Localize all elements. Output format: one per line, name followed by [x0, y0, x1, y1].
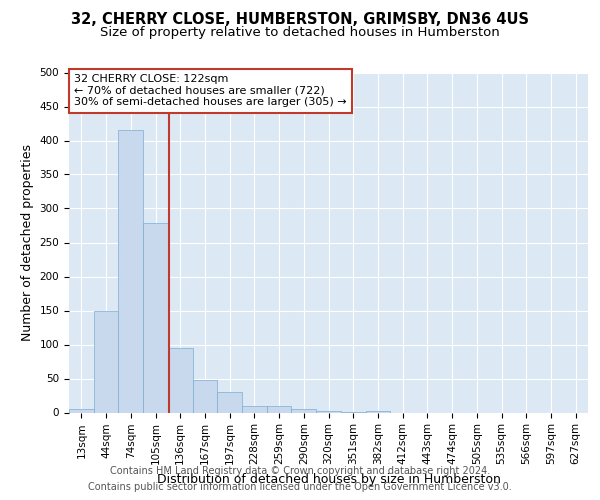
Text: 32, CHERRY CLOSE, HUMBERSTON, GRIMSBY, DN36 4US: 32, CHERRY CLOSE, HUMBERSTON, GRIMSBY, D…	[71, 12, 529, 28]
Bar	[118, 130, 143, 412]
Text: 32 CHERRY CLOSE: 122sqm
← 70% of detached houses are smaller (722)
30% of semi-d: 32 CHERRY CLOSE: 122sqm ← 70% of detache…	[74, 74, 347, 108]
Bar	[193, 380, 217, 412]
Text: Size of property relative to detached houses in Humberston: Size of property relative to detached ho…	[100, 26, 500, 39]
Bar	[267, 406, 292, 412]
Bar	[168, 348, 193, 412]
Text: Contains public sector information licensed under the Open Government Licence v3: Contains public sector information licen…	[88, 482, 512, 492]
Text: Contains HM Land Registry data © Crown copyright and database right 2024.: Contains HM Land Registry data © Crown c…	[110, 466, 490, 476]
Bar	[292, 409, 316, 412]
Bar	[365, 411, 390, 412]
Y-axis label: Number of detached properties: Number of detached properties	[21, 144, 34, 341]
Bar	[316, 411, 341, 412]
Bar	[242, 406, 267, 412]
X-axis label: Distribution of detached houses by size in Humberston: Distribution of detached houses by size …	[157, 472, 500, 486]
Bar	[69, 409, 94, 412]
Bar	[217, 392, 242, 412]
Bar	[143, 224, 168, 412]
Bar	[94, 310, 118, 412]
